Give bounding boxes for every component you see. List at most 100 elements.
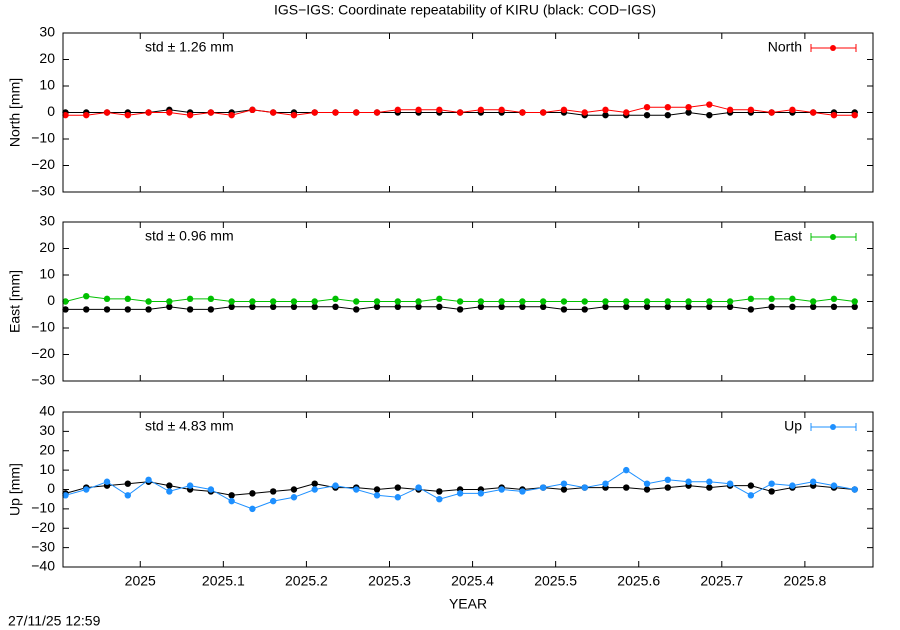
- x-tick-label: 2025.6: [617, 573, 660, 589]
- data-point: [830, 303, 838, 310]
- y-tick-label: 30: [39, 24, 55, 40]
- data-point: [560, 480, 568, 487]
- y-tick-label: −20: [31, 519, 55, 535]
- data-point: [83, 486, 90, 493]
- data-point: [519, 488, 526, 495]
- legend-label: Up: [784, 418, 802, 434]
- x-tick-label: 2025.1: [202, 573, 245, 589]
- data-point: [290, 303, 298, 310]
- data-point: [311, 486, 318, 493]
- data-point: [332, 482, 339, 489]
- data-point: [789, 303, 796, 310]
- data-point: [166, 109, 173, 116]
- data-point: [311, 303, 318, 310]
- data-point: [643, 111, 651, 119]
- data-point: [519, 303, 526, 310]
- data-point: [664, 104, 671, 111]
- data-point: [726, 480, 734, 487]
- data-point: [145, 476, 152, 484]
- data-point: [415, 106, 422, 114]
- y-tick-label: −10: [31, 130, 55, 146]
- data-point: [519, 298, 526, 305]
- data-point: [560, 106, 568, 114]
- x-tick-label: 2025.4: [451, 573, 494, 589]
- data-point: [436, 295, 443, 303]
- data-point: [539, 109, 547, 116]
- data-point: [249, 505, 256, 513]
- data-point: [623, 109, 630, 116]
- data-point: [228, 303, 235, 310]
- y-axis-label: East [mm]: [7, 270, 23, 333]
- y-tick-label: 20: [39, 50, 55, 66]
- data-point: [851, 111, 858, 119]
- data-point: [166, 482, 173, 489]
- data-point: [62, 306, 69, 313]
- data-point: [498, 298, 505, 305]
- y-tick-label: −10: [31, 319, 55, 335]
- data-point: [373, 492, 381, 499]
- annotation: std ± 1.26 mm: [145, 39, 234, 55]
- data-point: [830, 111, 838, 119]
- data-point: [851, 298, 858, 305]
- data-point: [103, 306, 111, 313]
- data-point: [685, 303, 692, 310]
- y-tick-label: 40: [39, 403, 55, 419]
- data-point: [373, 109, 381, 116]
- data-point: [415, 484, 422, 491]
- y-tick-label: 30: [39, 422, 55, 438]
- data-point: [830, 482, 838, 489]
- data-point: [228, 497, 235, 505]
- data-point: [207, 486, 215, 493]
- data-point: [623, 298, 630, 305]
- data-point: [269, 303, 277, 310]
- data-point: [103, 109, 111, 116]
- data-point: [186, 306, 194, 313]
- data-point: [332, 295, 339, 303]
- data-point: [809, 478, 817, 485]
- data-point: [228, 298, 235, 305]
- data-point: [851, 486, 858, 493]
- data-point: [664, 303, 671, 310]
- data-point: [207, 109, 215, 116]
- legend-symbol: [830, 424, 836, 430]
- data-point: [373, 486, 381, 493]
- data-point: [726, 106, 734, 114]
- data-point: [103, 478, 111, 485]
- data-point: [768, 480, 775, 487]
- data-point: [145, 306, 152, 313]
- data-point: [539, 484, 547, 491]
- data-point: [809, 109, 817, 116]
- data-point: [643, 104, 651, 111]
- data-point: [62, 492, 69, 499]
- data-point: [685, 298, 692, 305]
- data-point: [394, 494, 401, 501]
- data-point: [145, 109, 152, 116]
- timestamp: 27/11/25 12:59: [8, 613, 101, 629]
- data-point: [623, 303, 630, 310]
- y-tick-label: 20: [39, 441, 55, 457]
- data-point: [602, 298, 609, 305]
- y-tick-label: −20: [31, 156, 55, 172]
- y-tick-label: 20: [39, 239, 55, 255]
- data-point: [124, 480, 131, 487]
- data-point: [166, 303, 173, 310]
- data-point: [124, 492, 131, 499]
- data-point: [124, 306, 131, 313]
- data-point: [768, 303, 775, 310]
- data-point: [706, 111, 713, 119]
- data-point: [311, 480, 318, 487]
- data-point: [602, 480, 609, 487]
- data-point: [353, 109, 360, 116]
- data-point: [103, 295, 111, 303]
- data-point: [394, 298, 401, 305]
- data-point: [560, 298, 568, 305]
- data-point: [581, 306, 588, 313]
- y-axis-label: Up [mm]: [7, 463, 23, 516]
- x-tick-label: 2025.7: [700, 573, 743, 589]
- annotation: std ± 0.96 mm: [145, 228, 234, 244]
- data-point: [706, 478, 713, 485]
- y-tick-label: 30: [39, 213, 55, 229]
- data-point: [62, 111, 69, 119]
- data-point: [477, 106, 485, 114]
